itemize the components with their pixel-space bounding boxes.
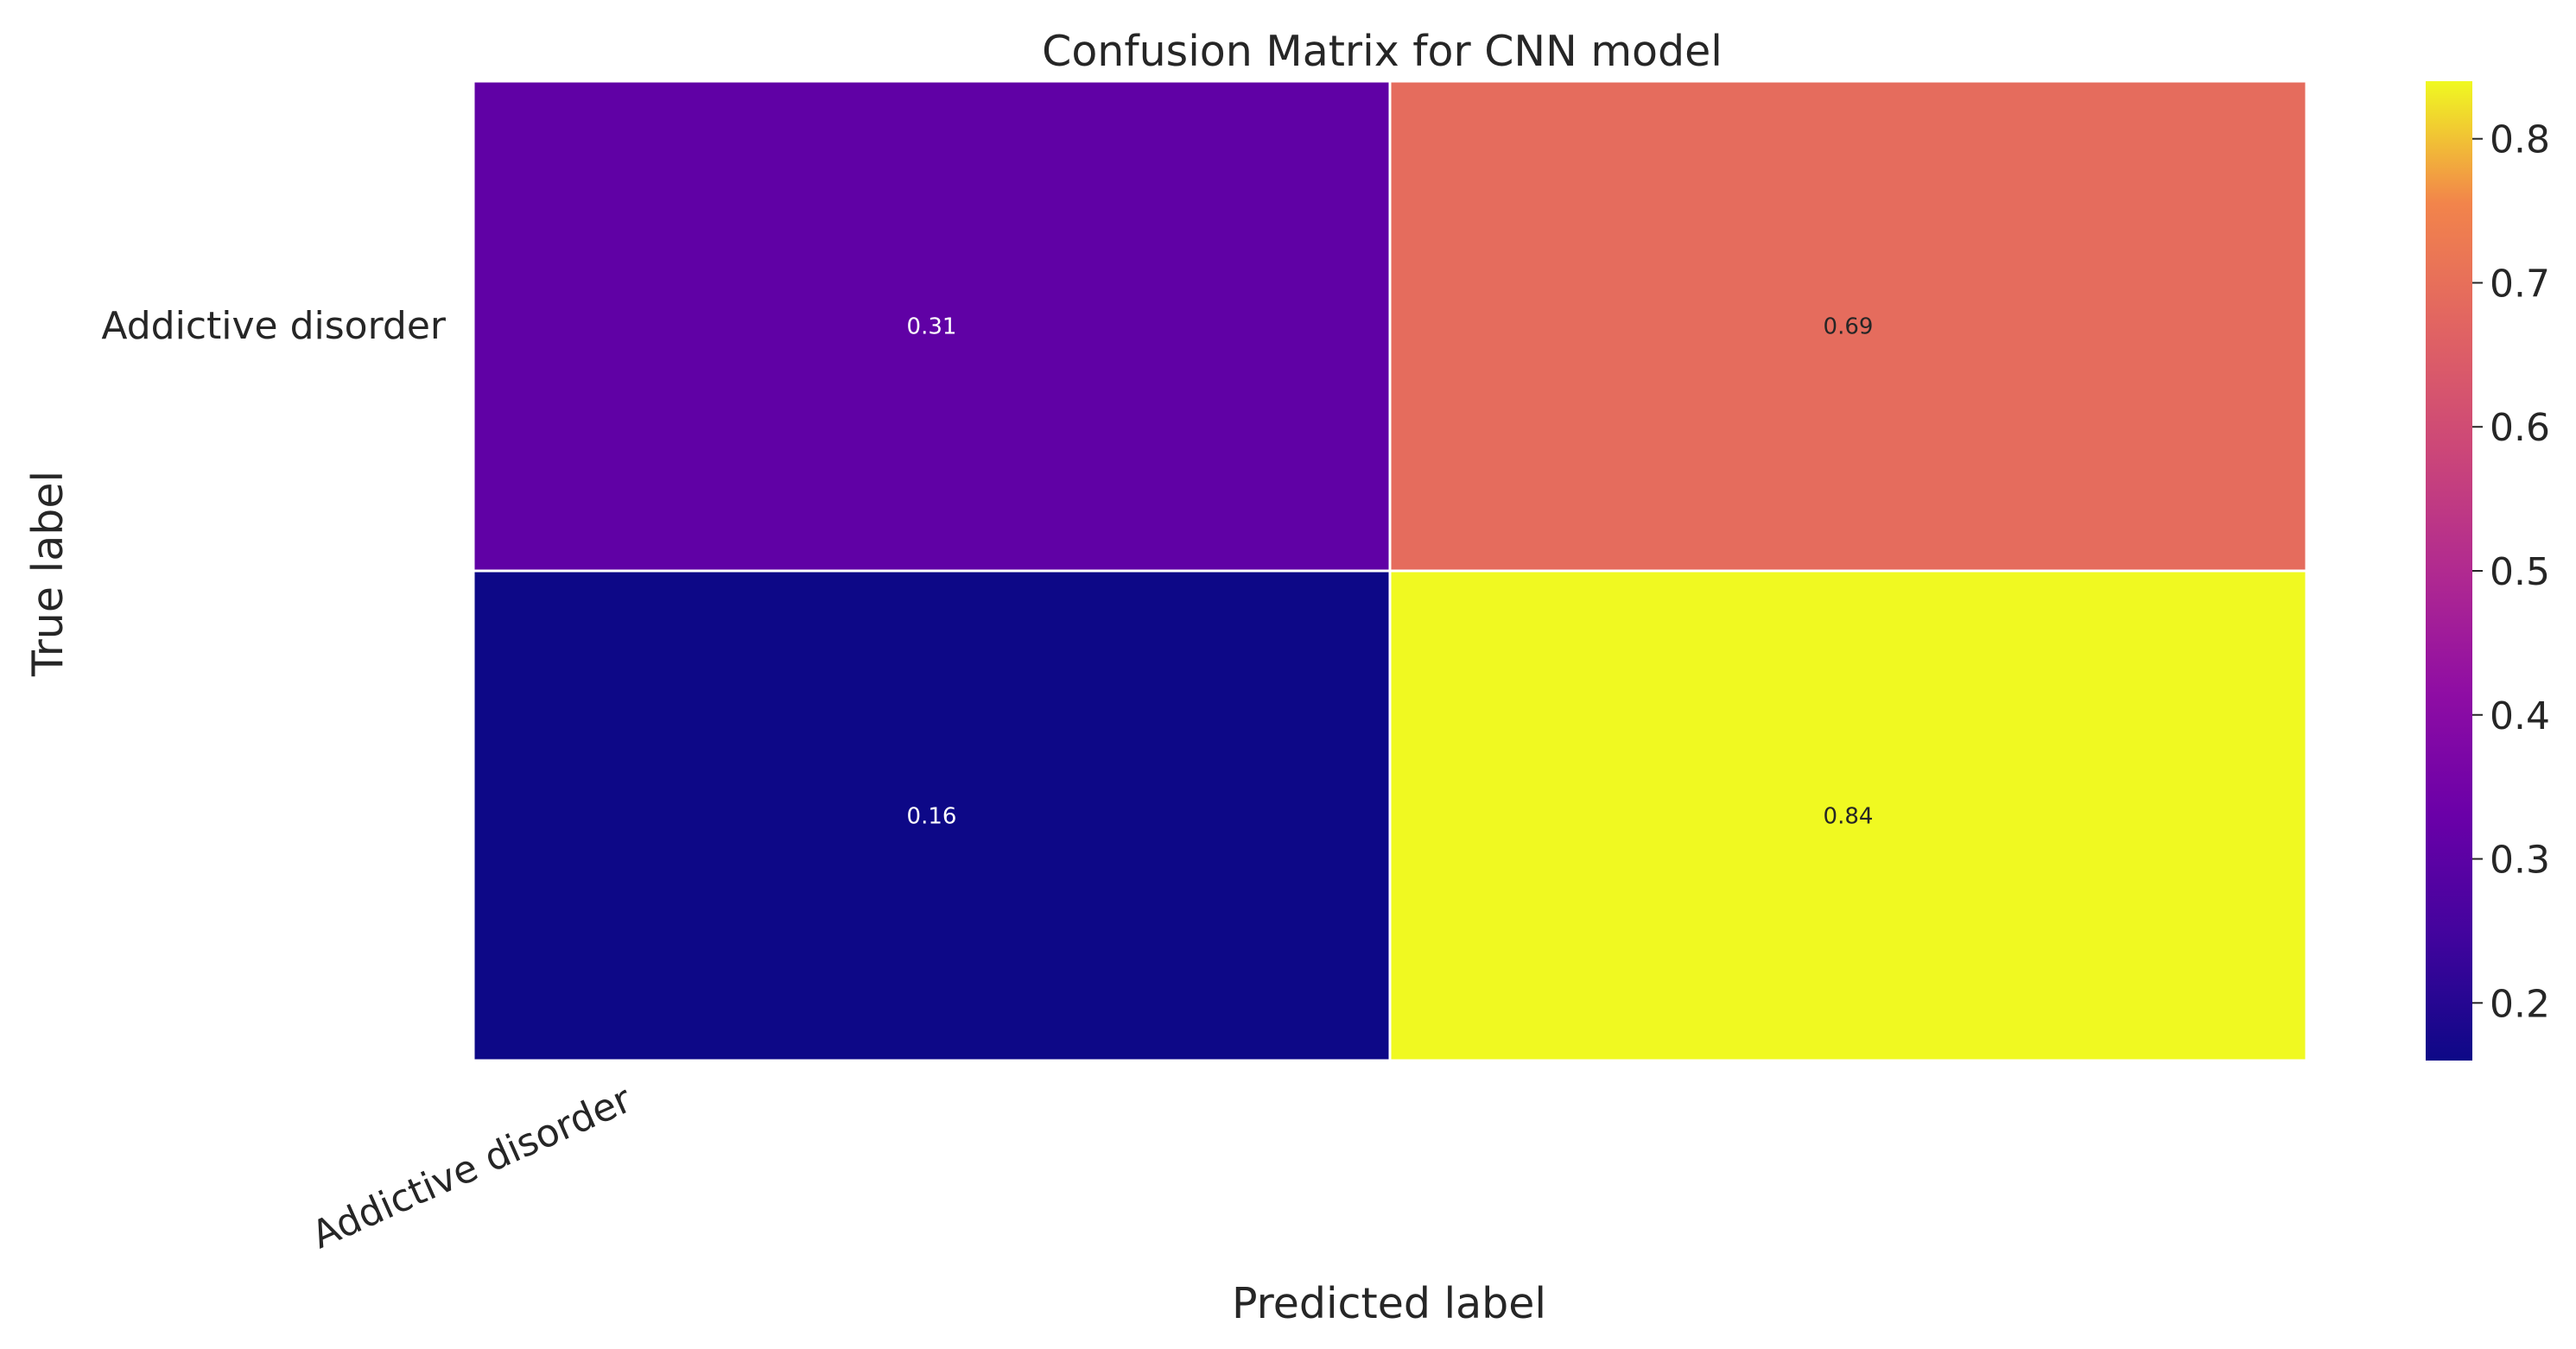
cell-value-label: 0.69 [1824,314,1874,340]
colorbar-gradient [2426,81,2472,1061]
colorbar-tick-label: 0.7 [2490,262,2550,306]
heatmap-cell [1388,79,2308,573]
cell-value-label: 0.16 [907,804,957,830]
colorbar: 0.2 0.3 0.4 0.5 0.6 0.7 0.8 [2426,81,2550,1061]
heatmap-cells: 0.31 0.69 0.16 0.84 [472,79,2308,1062]
colorbar-tick-label: 0.6 [2490,406,2550,450]
y-axis-label: True label [23,471,73,677]
x-tick-label: Addictive disorder [306,1077,639,1257]
colorbar-tick-label: 0.8 [2490,118,2550,162]
y-tick-label: Addictive disorder [101,304,446,348]
heatmap-cell [472,79,1392,573]
x-axis-label: Predicted label [1232,1279,1546,1328]
heatmap-cell [1388,569,2308,1062]
colorbar-tick-label: 0.4 [2490,694,2550,738]
chart-title: Confusion Matrix for CNN model [1042,27,1723,76]
colorbar-tick-label: 0.3 [2490,839,2550,883]
heatmap-cell [472,569,1392,1062]
cell-value-label: 0.84 [1824,804,1874,830]
cell-value-label: 0.31 [907,314,957,340]
colorbar-tick-label: 0.5 [2490,550,2550,594]
colorbar-ticks: 0.2 0.3 0.4 0.5 0.6 0.7 0.8 [2472,118,2550,1026]
colorbar-tick-label: 0.2 [2490,982,2550,1026]
